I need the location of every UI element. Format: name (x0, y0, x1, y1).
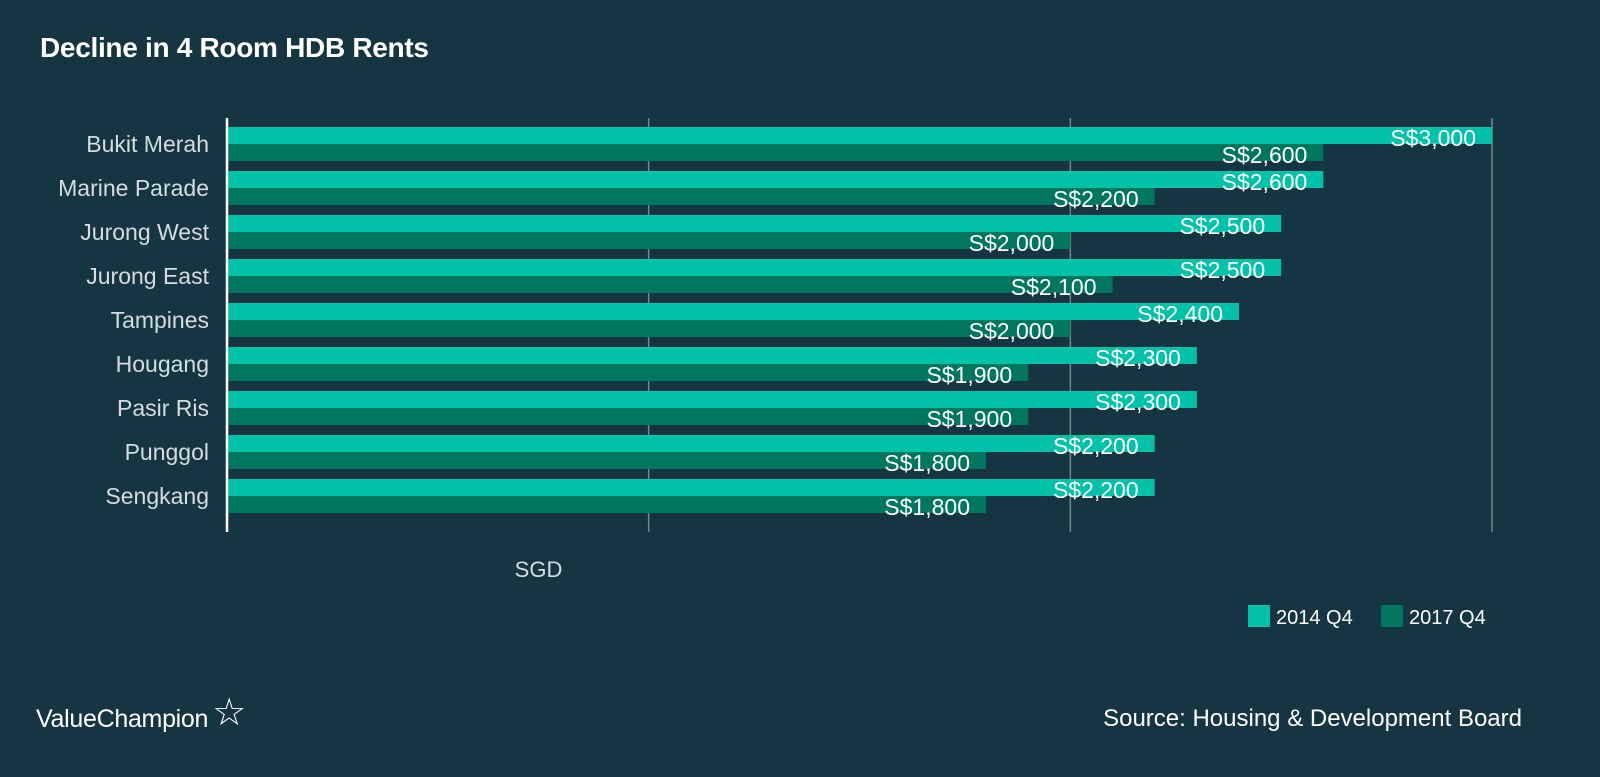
bar-2017 (227, 496, 986, 513)
bar-2014 (227, 347, 1197, 364)
data-label: S$3,000 (1390, 125, 1476, 151)
chart-title: Decline in 4 Room HDB Rents (40, 32, 429, 63)
category-label: Jurong East (86, 263, 209, 289)
data-label: S$1,800 (884, 450, 970, 476)
bar-2017 (227, 408, 1029, 425)
category-label: Jurong West (80, 219, 209, 245)
bar-2014 (227, 215, 1282, 232)
bar-2014 (227, 435, 1155, 452)
bar-2014 (227, 171, 1324, 188)
legend-2017-swatch (1381, 605, 1403, 627)
bar-2017 (227, 144, 1324, 161)
legend-2014-label: 2014 Q4 (1276, 607, 1353, 629)
category-label: Tampines (111, 307, 209, 333)
data-label: S$2,100 (1011, 274, 1097, 300)
data-label: S$2,600 (1222, 142, 1308, 168)
bar-2017 (227, 452, 986, 469)
data-label: S$1,800 (884, 494, 970, 520)
legend-2017-label: 2017 Q4 (1409, 607, 1486, 629)
bar-2017 (227, 320, 1071, 337)
data-label: S$1,900 (926, 362, 1012, 388)
category-label: Sengkang (105, 483, 209, 509)
star-outline-icon: ☆ (212, 692, 246, 734)
data-label: S$2,000 (969, 318, 1055, 344)
category-label: Punggol (125, 439, 209, 465)
data-label: S$2,600 (1222, 169, 1308, 195)
category-label: Bukit Merah (86, 131, 209, 157)
bar-2017 (227, 276, 1113, 293)
bar-2017 (227, 188, 1155, 205)
category-label: Marine Parade (58, 175, 209, 201)
data-label: S$2,200 (1053, 186, 1139, 212)
bar-2014 (227, 259, 1282, 276)
category-label: Pasir Ris (117, 395, 209, 421)
bar-2014 (227, 303, 1239, 320)
x-axis-label: SGD (515, 557, 563, 582)
legend-2014-swatch (1248, 605, 1270, 627)
bar-2017 (227, 232, 1071, 249)
data-label: S$2,300 (1095, 389, 1181, 415)
brand-logo: ValueChampion ☆ (36, 694, 246, 738)
data-label: S$2,500 (1179, 257, 1265, 283)
data-label: S$2,200 (1053, 433, 1139, 459)
bar-2017 (227, 364, 1029, 381)
data-label: S$2,000 (969, 230, 1055, 256)
category-label: Hougang (116, 351, 209, 377)
source-note: Source: Housing & Development Board (1103, 705, 1522, 732)
bar-2014 (227, 479, 1155, 496)
data-label: S$2,500 (1179, 213, 1265, 239)
brand-name: ValueChampion (36, 704, 209, 733)
data-label: S$2,400 (1137, 301, 1223, 327)
data-label: S$2,200 (1053, 477, 1139, 503)
bar-2014 (227, 127, 1492, 144)
data-label: S$2,300 (1095, 345, 1181, 371)
bar-2014 (227, 391, 1197, 408)
data-label: S$1,900 (926, 406, 1012, 432)
